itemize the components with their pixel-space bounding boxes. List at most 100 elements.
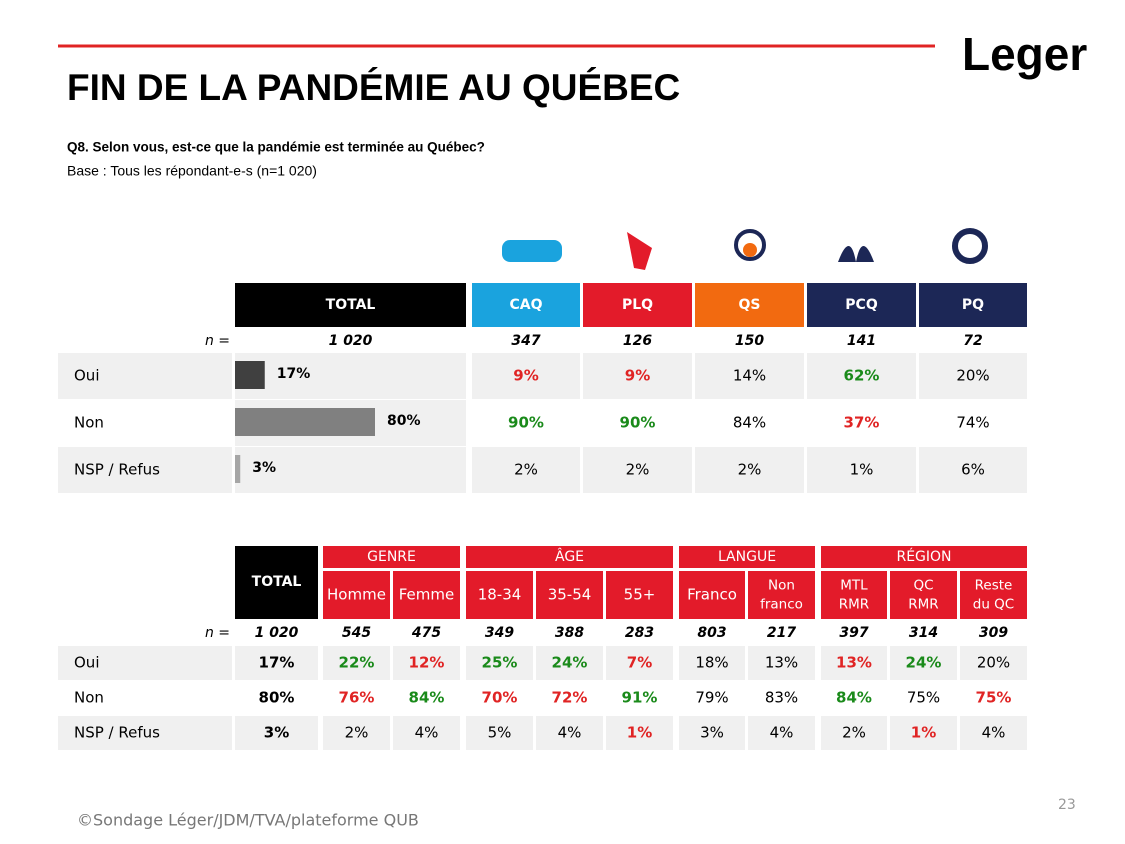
header-cell: [807, 283, 916, 327]
label-cell: [58, 353, 232, 399]
row-label: Non: [74, 689, 104, 707]
cell-value: 25%: [482, 654, 518, 672]
cell: [748, 681, 815, 715]
cell: [890, 681, 957, 715]
row-label: NSP / Refus: [74, 724, 160, 742]
cell-value: 2%: [514, 461, 538, 479]
cell-value: 2%: [345, 724, 369, 742]
total-cell: [235, 447, 466, 493]
plq-icon: [627, 232, 652, 270]
bar-label: 80%: [387, 413, 421, 429]
cell: [748, 716, 815, 750]
logo: Leger: [962, 28, 1087, 80]
cell: [536, 716, 603, 750]
header-label: QS: [739, 297, 761, 313]
cell: [235, 681, 318, 715]
n-value: 314: [909, 625, 938, 641]
cell: [472, 353, 580, 399]
cell-value: 14%: [733, 367, 766, 385]
cell: [821, 716, 887, 750]
n-value: 309: [979, 625, 1008, 641]
cell: [890, 716, 957, 750]
sub-header: Femme: [399, 586, 455, 604]
cell-value: 2%: [626, 461, 650, 479]
label-cell: [58, 681, 232, 715]
cell: [472, 400, 580, 446]
sub-header-cell: [606, 571, 673, 619]
sub-header: Homme: [327, 586, 386, 604]
cell: [393, 681, 460, 715]
cell: [536, 646, 603, 680]
sub-header-cell: [821, 571, 887, 619]
cell-value: 18%: [695, 654, 728, 672]
cell-value: 9%: [625, 367, 650, 385]
sub-header: RMR: [908, 597, 938, 613]
cell: [679, 716, 745, 750]
cell: [235, 646, 318, 680]
cell-value: 3%: [700, 724, 724, 742]
sub-header: Franco: [687, 586, 737, 604]
sub-header: Reste: [975, 578, 1013, 594]
n-value: 388: [555, 625, 584, 641]
cell: [960, 716, 1027, 750]
cell: [695, 400, 804, 446]
party-icons: [502, 228, 988, 270]
n-value: 217: [767, 625, 796, 641]
question: Q8. Selon vous, est-ce que la pandémie e…: [67, 140, 485, 155]
label-cell: [58, 716, 232, 750]
cell: [393, 646, 460, 680]
cell: [890, 646, 957, 680]
n-value: 141: [847, 333, 876, 349]
footer: ©Sondage Léger/JDM/TVA/plateforme QUB: [77, 811, 419, 830]
cell: [323, 646, 390, 680]
cell: [919, 447, 1027, 493]
total-header: TOTAL: [252, 574, 302, 590]
n-value: 475: [411, 625, 441, 641]
cell-value: 2%: [842, 724, 866, 742]
sub-header-cell: [536, 571, 603, 619]
cell-value: 84%: [409, 689, 445, 707]
cell: [606, 646, 673, 680]
group-header: LANGUE: [718, 549, 776, 565]
group-header-cell: [323, 546, 460, 568]
cell: [606, 716, 673, 750]
n-value: 397: [839, 625, 868, 641]
row-label: Non: [74, 414, 104, 432]
cell: [466, 681, 533, 715]
cell: [536, 681, 603, 715]
cell-value: 90%: [620, 414, 656, 432]
cell-value: 2%: [738, 461, 762, 479]
n-value: 283: [625, 625, 654, 641]
cell-value: 80%: [259, 689, 295, 707]
cell-value: 4%: [558, 724, 582, 742]
sub-header: MTL: [840, 578, 868, 594]
cell-value: 62%: [844, 367, 880, 385]
cell-value: 3%: [264, 724, 289, 742]
cell-value: 90%: [508, 414, 544, 432]
sub-header-cell: [393, 571, 460, 619]
cell: [466, 716, 533, 750]
cell-value: 22%: [339, 654, 375, 672]
cell: [606, 681, 673, 715]
cell-value: 1%: [850, 461, 874, 479]
sub-header-cell: [890, 571, 957, 619]
cell: [919, 353, 1027, 399]
header-cell: [235, 283, 466, 327]
cell: [960, 646, 1027, 680]
cell-value: 20%: [977, 654, 1010, 672]
label-cell: [58, 400, 232, 446]
cell: [695, 353, 804, 399]
label-cell: [58, 646, 232, 680]
cell-value: 74%: [956, 414, 989, 432]
cell-value: 70%: [482, 689, 518, 707]
cell-value: 72%: [552, 689, 588, 707]
header-cell: [919, 283, 1027, 327]
cell-value: 79%: [695, 689, 728, 707]
label-cell: [58, 447, 232, 493]
cell-value: 7%: [627, 654, 652, 672]
header-label: PCQ: [845, 297, 878, 313]
n-value: 150: [735, 333, 764, 349]
n-value: 1 020: [255, 625, 299, 641]
page-number: 23: [1058, 797, 1076, 813]
